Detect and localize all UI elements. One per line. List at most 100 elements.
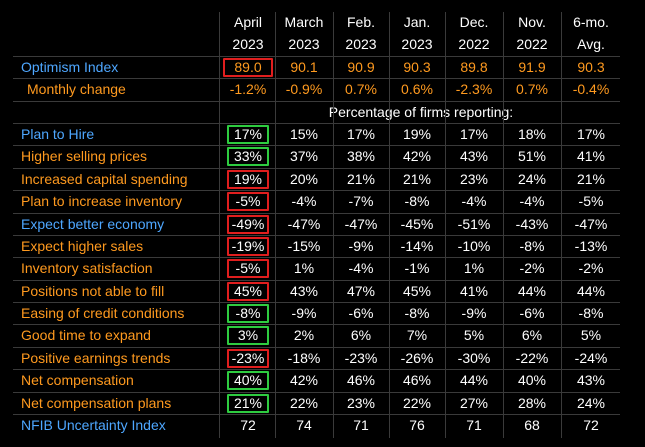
col-header-year: Avg. [577, 36, 605, 53]
value-cell: 0.7% [516, 81, 548, 98]
value-cell: 20% [289, 170, 319, 187]
row-label: Positions not able to fill [21, 282, 165, 299]
value-cell: 72 [583, 417, 599, 434]
value-cell: -19% [231, 237, 265, 254]
col-header-year: 2022 [458, 36, 490, 53]
value-cell: 44% [576, 282, 606, 299]
column-divider [503, 12, 504, 438]
value-cell: -30% [457, 349, 491, 366]
value-cell: 24% [517, 170, 547, 187]
row-label: NFIB Uncertainty Index [21, 417, 166, 434]
value-cell: 46% [346, 372, 376, 389]
col-header-month: 6-mo. [573, 14, 609, 30]
value-cell: 91.9 [518, 58, 546, 75]
row-label: Increased capital spending [21, 170, 188, 187]
value-cell: 47% [346, 282, 376, 299]
highlight-box-red [227, 281, 269, 301]
table-row: Inventory satisfaction -5% 1% -4% -1% 1% -2% -2… [13, 258, 620, 281]
value-cell: -4% [519, 193, 545, 210]
value-cell: 27% [459, 394, 489, 411]
value-cell: 74 [296, 417, 312, 434]
value-cell: -8% [519, 237, 545, 254]
value-cell: -8% [404, 305, 430, 322]
row-label: Expect higher sales [21, 237, 144, 254]
value-cell: -14% [400, 237, 434, 254]
monthly-change-row: Monthly change -1.2% -0.9% 0.7% 0.6% -2.… [13, 79, 620, 102]
value-cell: 22% [289, 394, 319, 411]
value-cell: -2% [578, 260, 604, 277]
value-cell: -26% [400, 349, 434, 366]
value-cell: -49% [231, 215, 265, 232]
section-header-row: Percentage of firms reporting: [13, 102, 620, 124]
value-cell: 42% [402, 148, 432, 165]
table-row: Easing of credit conditions -8% -9% -6% -8% -… [13, 303, 620, 326]
value-cell: -5% [235, 193, 261, 210]
section-label: Percentage of firms reporting: [328, 103, 514, 120]
value-cell: 76 [409, 417, 425, 434]
value-cell: -4% [461, 193, 487, 210]
value-cell: -4% [291, 193, 317, 210]
value-cell: 6% [521, 327, 543, 344]
value-cell: -8% [235, 305, 261, 322]
table-row: Expect better economy -49% -47% -47% -45% -51… [13, 214, 620, 236]
value-cell: -13% [574, 237, 608, 254]
value-cell: -4% [348, 260, 374, 277]
optimism-index-row: Optimism Index 89.0 90.1 90.9 90.3 89.8 … [13, 57, 620, 80]
column-divider [333, 12, 334, 438]
row-label: Easing of credit conditions [21, 305, 185, 322]
highlight-box-red [227, 236, 269, 256]
row-label: Net compensation [21, 372, 134, 389]
value-cell: 6% [350, 327, 372, 344]
value-cell: 3% [237, 327, 259, 344]
value-cell: 40% [517, 372, 547, 389]
col-header-month: Nov. [518, 14, 546, 30]
value-cell: -10% [457, 237, 491, 254]
col-header-year: 2023 [232, 36, 264, 53]
row-label: Expect better economy [21, 215, 165, 232]
value-cell: -47% [287, 215, 321, 232]
value-cell: -0.9% [285, 81, 323, 98]
highlight-box-green [227, 304, 269, 324]
table-row: Net compensation 40% 42% 46% 46% 44% 40% 43% [13, 370, 620, 393]
row-label: Plan to increase inventory [21, 193, 183, 210]
highlight-box-red [227, 348, 269, 368]
table-row: Expect higher sales -19% -15% -9% -14% -10% -8… [13, 236, 620, 259]
highlight-box-green [227, 124, 269, 144]
value-cell: 7% [406, 327, 428, 344]
highlight-box-green [227, 393, 269, 413]
value-cell: 21% [402, 170, 432, 187]
table-row: Plan to increase inventory -5% -4% -7% -8% -4… [13, 191, 620, 214]
table-row: Positive earnings trends -23% -18% -23% -26%… [13, 348, 620, 371]
value-cell: 89.0 [234, 58, 262, 75]
value-cell: -47% [574, 215, 608, 232]
value-cell: -1% [404, 260, 430, 277]
col-header-year: 2023 [401, 36, 433, 53]
value-cell: 2% [293, 327, 315, 344]
value-cell: -7% [348, 193, 374, 210]
value-cell: 43% [576, 372, 606, 389]
column-divider [445, 12, 446, 438]
value-cell: 17% [459, 125, 489, 142]
row-label: Higher selling prices [21, 148, 148, 165]
value-cell: 42% [289, 372, 319, 389]
value-cell: 28% [517, 394, 547, 411]
value-cell: 44% [459, 372, 489, 389]
value-cell: 41% [576, 148, 606, 165]
value-cell: 37% [289, 148, 319, 165]
value-cell: 90.3 [403, 58, 431, 75]
row-label: Monthly change [27, 81, 126, 98]
column-divider [389, 12, 390, 438]
value-cell: 18% [517, 125, 547, 142]
value-cell: 43% [459, 148, 489, 165]
value-cell: 38% [346, 148, 376, 165]
value-cell: 44% [517, 282, 547, 299]
value-cell: -0.4% [572, 81, 610, 98]
highlight-box-red [227, 169, 269, 189]
value-cell: 46% [402, 372, 432, 389]
header-months-row: April March Feb. Jan. Dec. Nov. 6-mo. [13, 12, 620, 34]
row-label: Good time to expand [21, 327, 151, 344]
col-header-year: 2022 [516, 36, 548, 53]
value-cell: -15% [287, 237, 321, 254]
value-cell: -51% [457, 215, 491, 232]
value-cell: 71 [353, 417, 369, 434]
